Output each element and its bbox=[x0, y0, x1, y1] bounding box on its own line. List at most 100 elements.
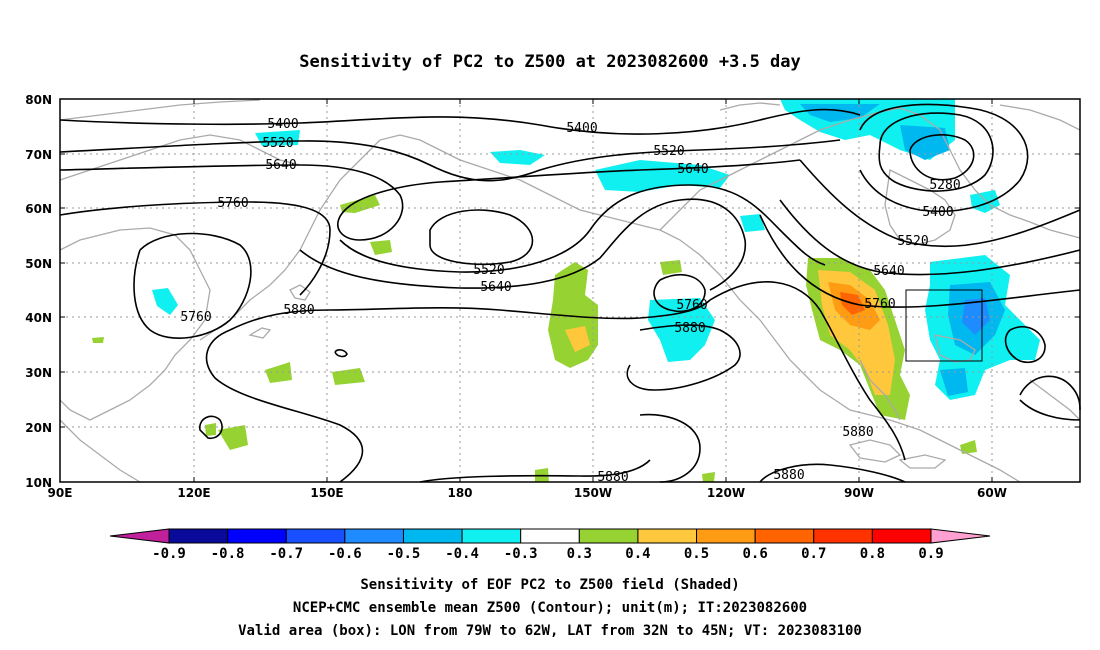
contour-5880-low bbox=[709, 281, 906, 461]
contour-label: 5880 bbox=[773, 468, 804, 483]
lat-label: 10N bbox=[25, 476, 52, 490]
colorbar-swatch bbox=[578, 528, 639, 544]
contour-5400 bbox=[59, 108, 861, 135]
contour-5880-mid bbox=[229, 299, 711, 331]
colorbar-swatch bbox=[461, 528, 522, 544]
contour-label: 5760 bbox=[217, 196, 248, 211]
contour-label: 5400 bbox=[922, 205, 953, 220]
lon-label: 150E bbox=[310, 486, 343, 500]
contour-label: 5640 bbox=[480, 280, 511, 295]
colorbar-swatch bbox=[168, 528, 229, 544]
coastlines bbox=[59, 99, 1081, 483]
contour-label: 5400 bbox=[566, 121, 597, 136]
contour-closed-small bbox=[334, 349, 348, 358]
contour-5520-mid bbox=[339, 184, 826, 273]
contour-5760-west bbox=[59, 201, 331, 296]
colorbar-label: 0.3 bbox=[567, 546, 592, 562]
colorbar-label: -0.4 bbox=[445, 546, 479, 562]
lat-label: 20N bbox=[25, 421, 52, 435]
map-title: Sensitivity of PC2 to Z500 at 2023082600… bbox=[299, 52, 801, 72]
contour-label: 5760 bbox=[676, 298, 707, 313]
colorbar-swatch bbox=[871, 528, 932, 544]
positive-shading-gulf bbox=[660, 260, 682, 275]
contour-closed-se2 bbox=[1019, 399, 1081, 421]
colorbar-swatch bbox=[754, 528, 815, 544]
negative-shading-arctic-2 bbox=[900, 125, 950, 160]
contour-5880-se bbox=[759, 463, 906, 483]
contour-5880-east bbox=[626, 324, 741, 391]
colorbar-swatch bbox=[520, 528, 580, 544]
map-frame bbox=[59, 98, 1081, 483]
contour-label: 5400 bbox=[267, 117, 298, 132]
contour-closed-atl bbox=[1004, 326, 1046, 364]
colorbar-label: -0.7 bbox=[269, 546, 303, 562]
positive-shading-small-2 bbox=[960, 440, 977, 454]
map-panel: 5400 5520 5640 5760 5400 5520 5640 5520 … bbox=[59, 98, 1081, 485]
colorbar-swatch bbox=[813, 528, 873, 544]
contour-5520-west bbox=[59, 139, 841, 182]
lon-label: 60W bbox=[977, 486, 1007, 500]
negative-shading-atlantic-core bbox=[962, 298, 990, 335]
positive-shading-small-1 bbox=[92, 337, 104, 343]
negative-shading-atlantic-low bbox=[940, 368, 968, 396]
caption-line-1: Sensitivity of EOF PC2 to Z500 field (Sh… bbox=[360, 577, 739, 593]
colorbar-swatch bbox=[285, 528, 346, 544]
contour-5760-pac bbox=[653, 274, 706, 312]
contour-5520-east bbox=[799, 159, 1081, 248]
lat-label: 80N bbox=[25, 93, 52, 107]
colorbar-swatch bbox=[696, 528, 756, 544]
lon-label: 150W bbox=[574, 486, 612, 500]
gridlines bbox=[60, 99, 1080, 482]
contour-5640-west bbox=[59, 159, 801, 241]
contour-5280-low bbox=[878, 112, 994, 192]
colorbar-label: -0.8 bbox=[211, 546, 245, 562]
lat-label: 50N bbox=[25, 257, 52, 271]
lon-label: 90E bbox=[48, 486, 73, 500]
colorbar-label: 0.8 bbox=[860, 546, 885, 562]
z500-contours bbox=[59, 103, 1081, 483]
lat-label: 60N bbox=[25, 202, 52, 216]
latitude-labels: 80N 70N 60N 50N 40N 30N 20N 10N bbox=[25, 93, 52, 490]
contour-5760-east bbox=[759, 214, 1081, 308]
contour-label: 5760 bbox=[864, 297, 895, 312]
negative-shading-sea bbox=[152, 288, 178, 315]
colorbar-right-tip bbox=[930, 528, 991, 544]
contour-5880-westside bbox=[205, 329, 364, 483]
lon-label: 180 bbox=[447, 486, 472, 500]
contour-label: 5520 bbox=[473, 263, 504, 278]
contour-5880-south bbox=[639, 413, 701, 483]
contour-label: 5520 bbox=[897, 234, 928, 249]
caption-line-3: Valid area (box): LON from 79W to 62W, L… bbox=[238, 623, 862, 639]
colorbar-swatch bbox=[637, 528, 698, 544]
contour-5280-inner bbox=[909, 134, 975, 181]
colorbar-swatch bbox=[344, 528, 404, 544]
colorbar: -0.9 -0.8 -0.7 -0.6 -0.5 -0.4 -0.3 0.3 0.4 0.5 0.6… bbox=[109, 528, 991, 562]
contour-5640-east bbox=[779, 199, 1081, 276]
contour-label: 5280 bbox=[929, 178, 960, 193]
positive-shading-pacific-b bbox=[332, 368, 365, 385]
contour-5520-closed bbox=[429, 209, 534, 265]
negative-shading-pacific bbox=[648, 298, 715, 362]
contour-label: 5640 bbox=[677, 162, 708, 177]
colorbar-label: -0.3 bbox=[504, 546, 538, 562]
positive-shading-kamchatka bbox=[370, 240, 392, 255]
contour-label: 5640 bbox=[265, 158, 296, 173]
contour-label: 5520 bbox=[262, 136, 293, 151]
contour-label: 5520 bbox=[653, 144, 684, 159]
lat-label: 70N bbox=[25, 148, 52, 162]
colorbar-label: 0.4 bbox=[625, 546, 650, 562]
valid-area-box bbox=[905, 289, 983, 362]
positive-shading-phil-b bbox=[205, 423, 216, 436]
colorbar-label: -0.6 bbox=[328, 546, 362, 562]
contour-label: 5880 bbox=[842, 425, 873, 440]
negative-shading-alaska-2 bbox=[490, 150, 545, 165]
contour-closed-phil bbox=[199, 415, 223, 440]
positive-shading-phil-a bbox=[218, 425, 248, 450]
contour-label: 5880 bbox=[283, 303, 314, 318]
colorbar-swatch bbox=[402, 528, 463, 544]
frame-ticks bbox=[59, 98, 1080, 483]
lat-label: 30N bbox=[25, 366, 52, 380]
colorbar-label: -0.9 bbox=[152, 546, 186, 562]
contour-5640-mid bbox=[299, 198, 747, 291]
contour-label: 5880 bbox=[674, 321, 705, 336]
